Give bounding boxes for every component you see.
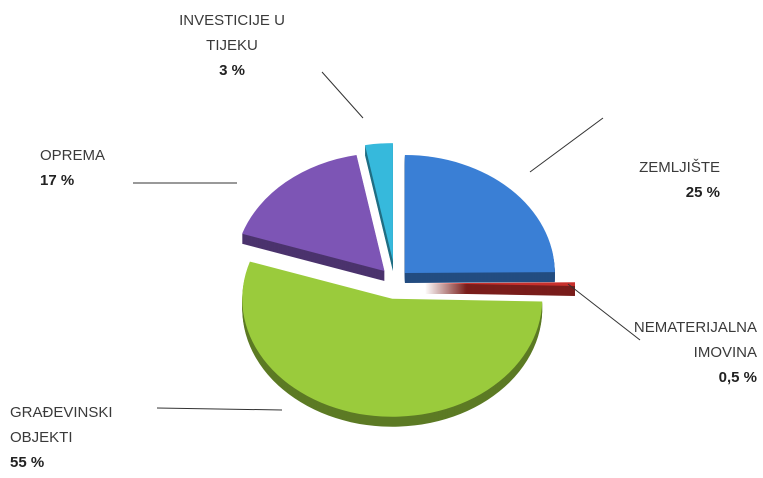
- slice-top: [242, 155, 385, 271]
- slice-top: [404, 155, 555, 274]
- pie-slice: [242, 261, 543, 427]
- slice-label: OPREMA 17 %: [40, 143, 160, 193]
- category-label: INVESTICIJE U TIJEKU: [179, 12, 285, 54]
- slice-top: [424, 282, 575, 287]
- slice-top: [242, 261, 543, 417]
- category-label: OPREMA: [40, 147, 106, 164]
- value-label: 25 %: [685, 184, 720, 201]
- slice-label: GRAĐEVINSKI OBJEKTI 55 %: [10, 400, 160, 475]
- slice-label: NEMATERIJALNA IMOVINA 0,5 %: [597, 315, 757, 390]
- value-label: 0,5 %: [718, 369, 757, 386]
- value-label: 55 %: [10, 454, 45, 471]
- value-label: 17 %: [40, 172, 75, 189]
- pie-slice: [242, 155, 385, 281]
- leader-line: [529, 117, 604, 173]
- leader-line: [321, 71, 364, 119]
- slice-label: INVESTICIJE U TIJEKU 3 %: [172, 8, 292, 83]
- category-label: NEMATERIJALNA IMOVINA: [633, 319, 757, 361]
- slice-top: [364, 143, 393, 262]
- leader-line: [567, 283, 641, 341]
- leader-line: [156, 407, 283, 411]
- slice-label: ZEMLJIŠTE 25 %: [580, 155, 720, 205]
- value-label: 3 %: [219, 62, 245, 79]
- pie-slice: [364, 143, 393, 272]
- category-label: ZEMLJIŠTE: [639, 159, 720, 176]
- category-label: GRAĐEVINSKI OBJEKTI: [10, 404, 113, 446]
- pie-slice: [404, 155, 555, 284]
- pie-slice: [424, 282, 575, 297]
